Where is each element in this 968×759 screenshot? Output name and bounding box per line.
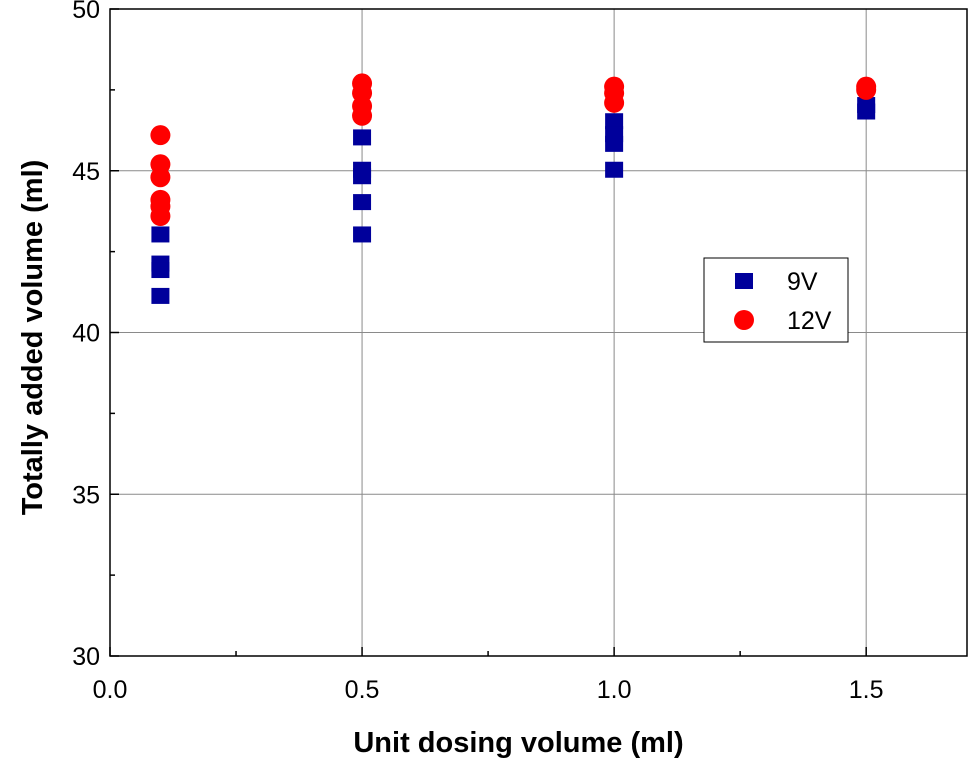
point-9v — [151, 226, 170, 243]
x-axis-title: Unit dosing volume (ml) — [353, 727, 683, 759]
point-9v — [605, 161, 624, 178]
y-tick-label: 50 — [72, 0, 100, 24]
point-9v — [151, 287, 170, 304]
data-points — [150, 73, 877, 304]
y-tick-label: 40 — [72, 320, 100, 348]
y-tick-label: 45 — [72, 158, 100, 186]
legend-label-12v: 12V — [787, 307, 832, 335]
point-9v — [353, 194, 372, 211]
y-tick-label: 30 — [72, 643, 100, 671]
x-tick-labels: 0.0 0.5 1.0 1.5 — [93, 676, 884, 704]
point-9v — [353, 168, 372, 185]
point-9v — [353, 129, 372, 146]
point-12v — [150, 125, 171, 146]
point-12v — [352, 105, 373, 126]
point-12v — [150, 206, 171, 227]
point-9v — [151, 262, 170, 279]
axis-ticks — [109, 8, 867, 657]
point-12v — [150, 167, 171, 188]
legend-box — [703, 257, 849, 343]
point-9v — [857, 103, 876, 120]
x-tick-label: 1.0 — [597, 676, 632, 704]
point-12v — [856, 79, 877, 100]
point-9v — [605, 113, 624, 130]
y-axis-title: Totally added volume (ml) — [17, 160, 49, 516]
y-tick-labels: 30 35 40 45 50 — [72, 0, 100, 671]
point-9v — [605, 135, 624, 152]
y-tick-label: 35 — [72, 481, 100, 509]
legend: 9V 12V — [703, 257, 849, 343]
point-9v — [353, 226, 372, 243]
x-tick-label: 0.5 — [345, 676, 380, 704]
point-12v — [604, 92, 625, 113]
x-tick-label: 0.0 — [93, 676, 128, 704]
legend-marker-12v — [734, 310, 754, 330]
legend-label-9v: 9V — [787, 268, 818, 296]
x-tick-label: 1.5 — [849, 676, 884, 704]
legend-marker-9v — [735, 273, 753, 289]
